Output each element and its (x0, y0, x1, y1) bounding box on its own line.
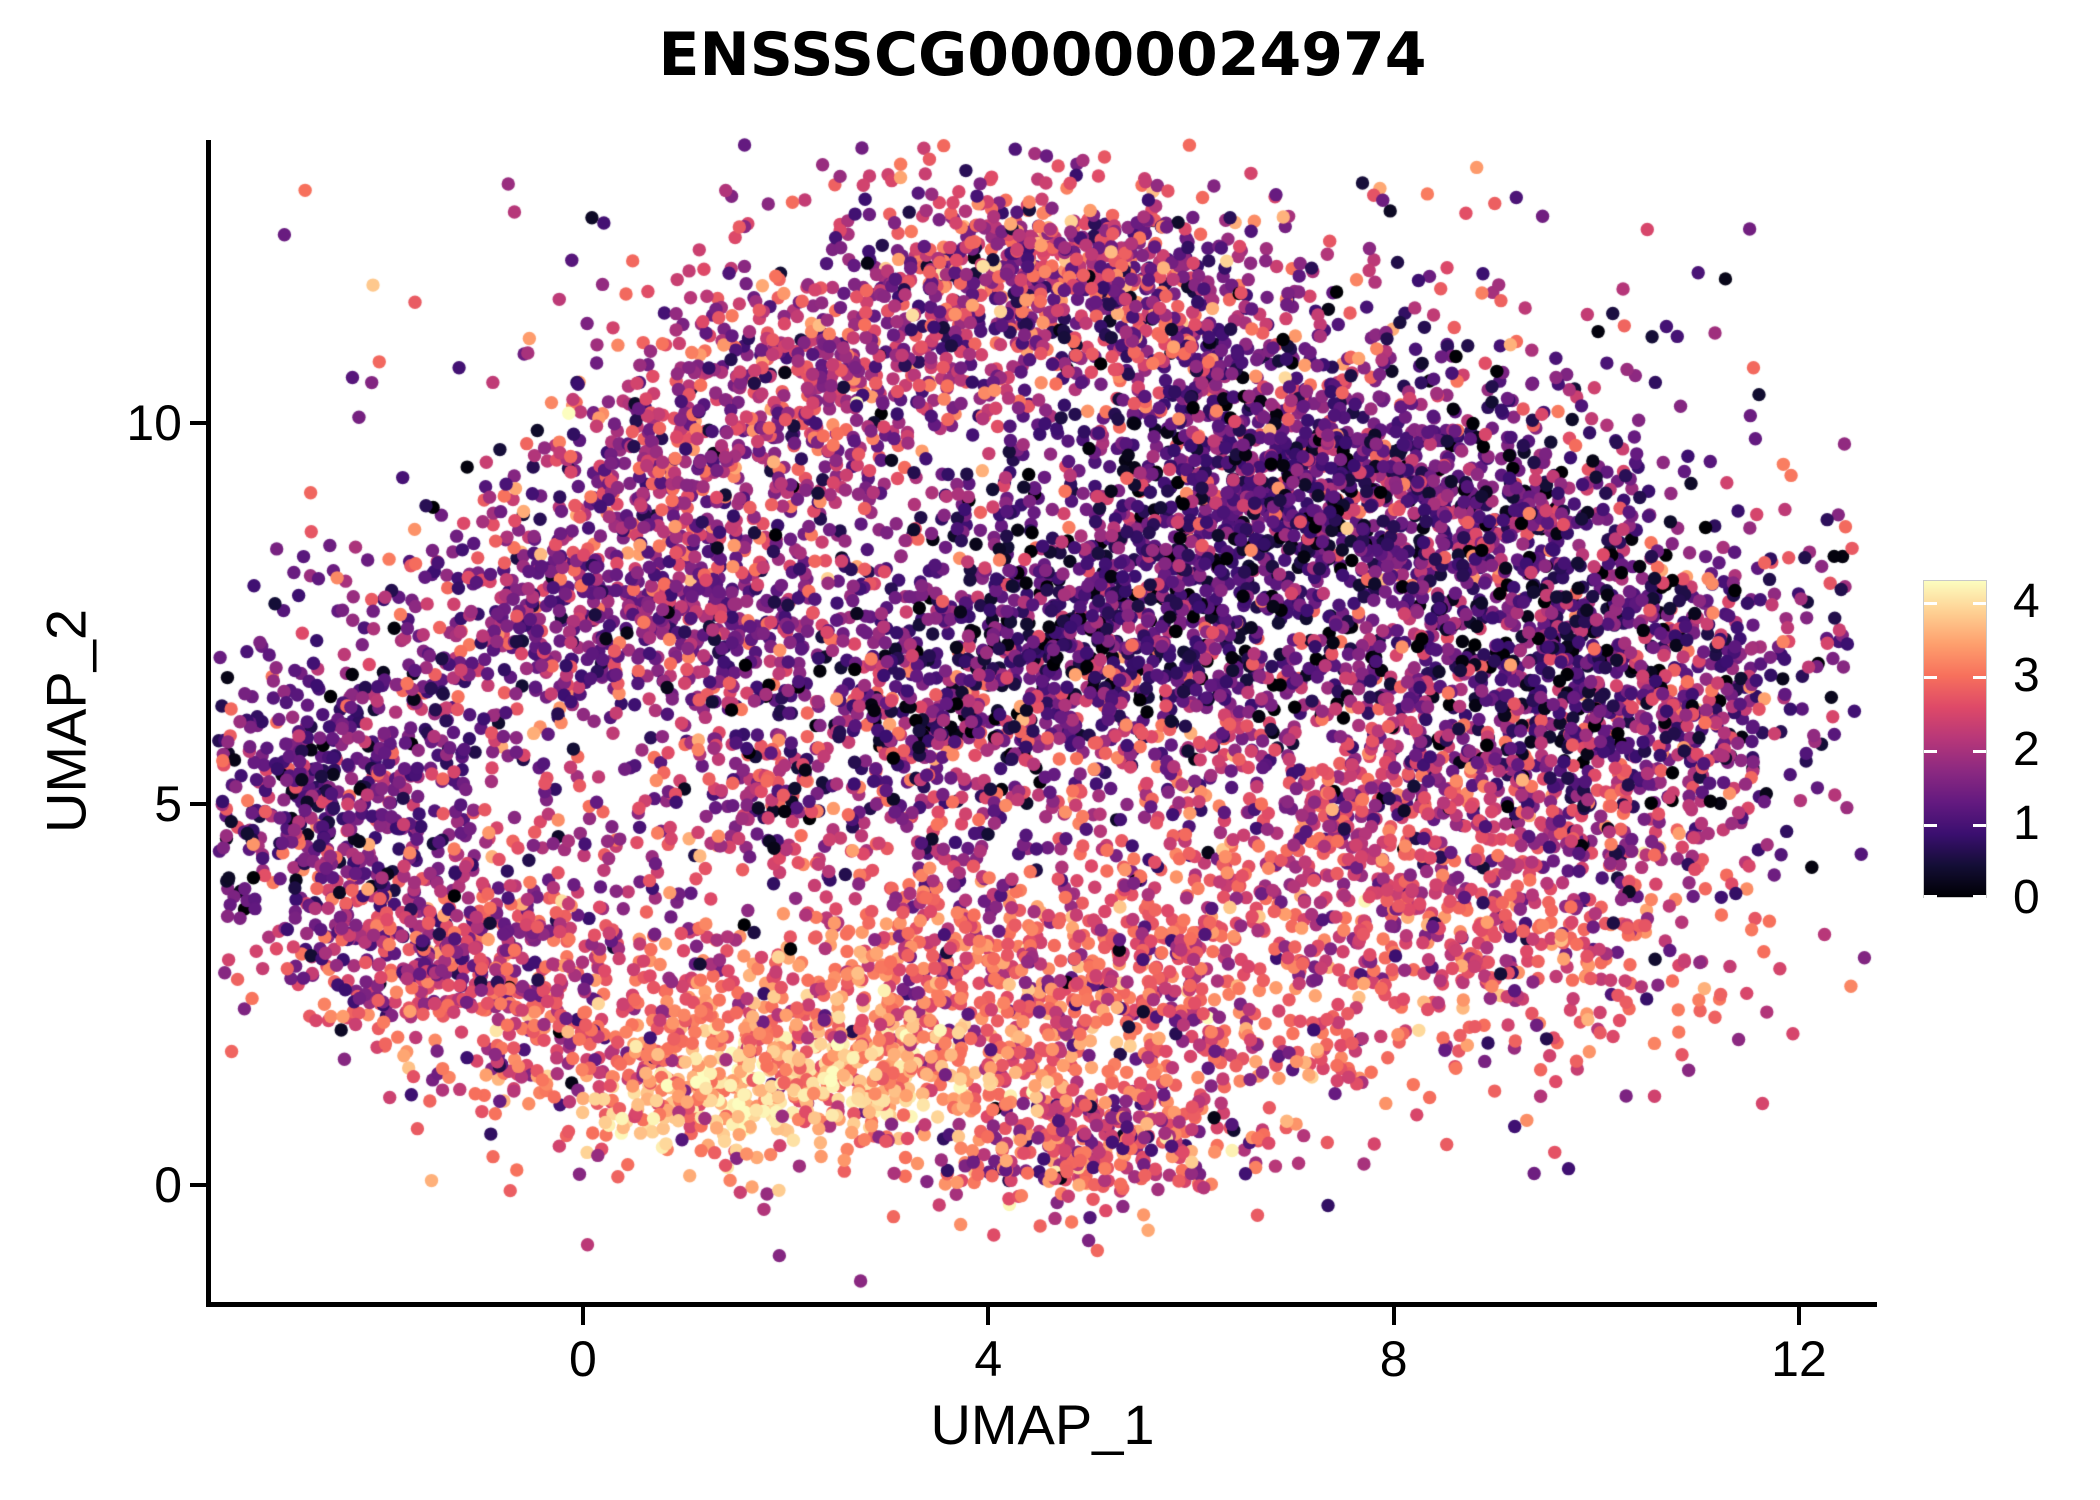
colorbar-tick-label: 0 (2013, 871, 2040, 924)
x-tick-label: 0 (569, 1331, 597, 1387)
colorbar-tick-label: 1 (2013, 797, 2040, 851)
colorbar-tick-mark (1973, 824, 1986, 828)
colorbar-tick-mark (1973, 895, 1986, 898)
y-axis-line (206, 140, 211, 1307)
colorbar-gradient (1923, 580, 1987, 898)
y-axis-title: UMAP_2 (34, 608, 98, 834)
x-tick-mark (1796, 1307, 1801, 1325)
colorbar-tick-mark (1973, 676, 1986, 680)
y-tick-label: 0 (154, 1156, 182, 1213)
y-tick-mark (190, 420, 208, 425)
colorbar-tick-mark (1924, 824, 1937, 828)
x-tick-label: 8 (1379, 1331, 1408, 1387)
y-tick-label: 10 (126, 394, 182, 451)
x-tick-mark (986, 1307, 991, 1325)
x-axis-line (206, 1302, 1877, 1307)
colorbar-tick-label: 4 (2013, 575, 2040, 629)
colorbar-tick-mark (1924, 750, 1937, 754)
colorbar-tick-mark (1973, 750, 1986, 754)
colorbar-tick-mark (1924, 895, 1937, 898)
colorbar-tick-label: 3 (2013, 649, 2040, 703)
colorbar-tick-mark (1924, 602, 1937, 606)
x-tick-mark (1391, 1307, 1396, 1325)
y-tick-label: 5 (154, 775, 182, 832)
y-tick-mark (190, 1182, 208, 1187)
y-tick-mark (190, 801, 208, 806)
x-axis-title: UMAP_1 (930, 1393, 1155, 1456)
x-tick-mark (580, 1307, 585, 1325)
colorbar-tick-mark (1924, 676, 1937, 680)
colorbar-tick-mark (1973, 602, 1986, 606)
colorbar-tick-label: 2 (2013, 723, 2040, 777)
x-tick-label: 12 (1771, 1331, 1827, 1387)
x-tick-label: 4 (974, 1331, 1003, 1387)
